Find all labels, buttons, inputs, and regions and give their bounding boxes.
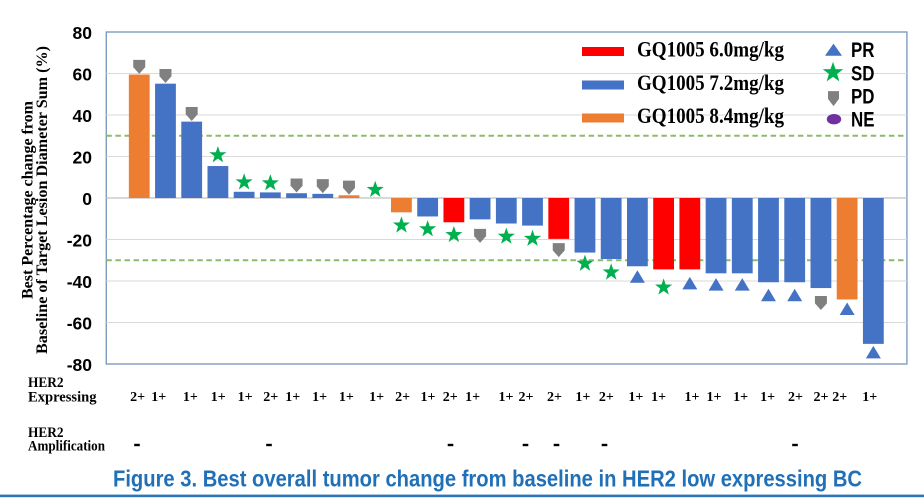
svg-text:-20: -20 [67,231,93,251]
svg-text:1+: 1+ [651,390,666,405]
svg-text:1+: 1+ [733,390,748,405]
svg-text:1+: 1+ [339,390,354,405]
svg-text:2+: 2+ [263,390,278,405]
svg-text:HER2: HER2 [28,375,64,391]
svg-text:20: 20 [73,148,93,168]
svg-text:1+: 1+ [285,390,300,405]
svg-text:PD: PD [851,86,875,109]
svg-text:2+: 2+ [788,390,803,405]
svg-text:1+: 1+ [183,390,198,405]
svg-text:Figure 3. Best overall tumor c: Figure 3. Best overall tumor change from… [113,465,862,491]
svg-text:-40: -40 [67,272,93,292]
svg-text:GQ1005 8.4mg/kg: GQ1005 8.4mg/kg [637,103,784,128]
svg-text:2+: 2+ [832,390,847,405]
svg-text:1+: 1+ [465,390,480,405]
svg-text:2+: 2+ [519,390,534,405]
svg-text:SD: SD [851,63,875,86]
svg-text:2+: 2+ [599,390,614,405]
svg-text:1+: 1+ [151,390,166,405]
svg-text:1+: 1+ [685,390,700,405]
svg-text:1+: 1+ [238,390,253,405]
svg-text:1+: 1+ [499,390,514,405]
svg-text:Best Percentage change from: Best Percentage change from [20,100,37,299]
svg-text:HER2: HER2 [28,425,64,441]
svg-text:1+: 1+ [628,390,643,405]
svg-text:0: 0 [82,189,92,209]
svg-text:2+: 2+ [395,390,410,405]
svg-text:Expressing: Expressing [28,390,97,406]
svg-text:PR: PR [851,39,875,62]
svg-text:40: 40 [73,106,93,126]
svg-text:2+: 2+ [443,390,458,405]
svg-text:80: 80 [73,23,93,43]
svg-text:2+: 2+ [814,390,829,405]
svg-text:1+: 1+ [211,390,226,405]
svg-text:1+: 1+ [707,390,722,405]
svg-text:2+: 2+ [130,390,145,405]
svg-text:Amplification: Amplification [28,439,105,455]
svg-text:1+: 1+ [760,390,775,405]
svg-text:1+: 1+ [312,390,327,405]
svg-text:1+: 1+ [575,390,590,405]
svg-text:-80: -80 [67,355,93,375]
svg-text:-60: -60 [67,314,93,334]
svg-text:NE: NE [851,109,875,132]
svg-text:2+: 2+ [547,390,562,405]
svg-text:Baseline of Target Lesion Diam: Baseline of Target Lesion Diameter Sum (… [34,46,51,354]
svg-text:GQ1005 6.0mg/kg: GQ1005 6.0mg/kg [637,36,784,61]
svg-text:GQ1005 7.2mg/kg: GQ1005 7.2mg/kg [637,70,784,95]
svg-text:1+: 1+ [862,390,877,405]
svg-text:1+: 1+ [421,390,436,405]
svg-text:60: 60 [73,65,93,85]
svg-text:1+: 1+ [369,390,384,405]
